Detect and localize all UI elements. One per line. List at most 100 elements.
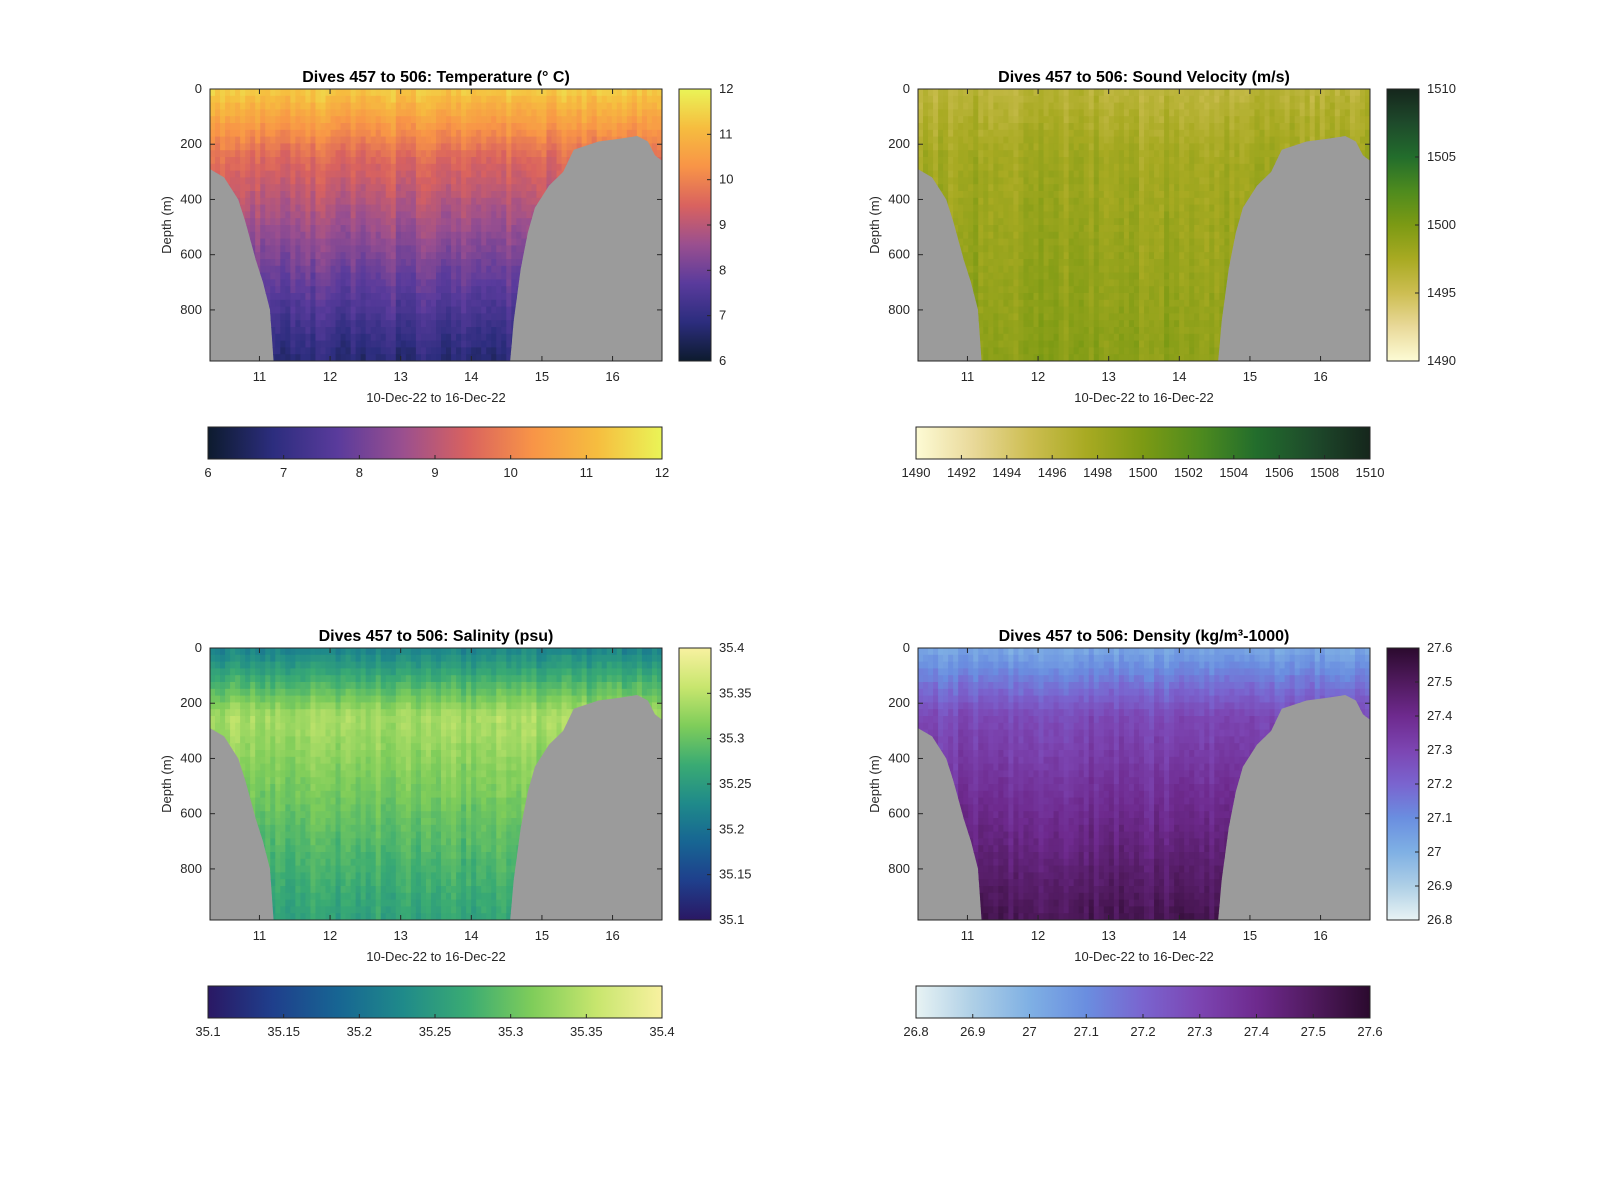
heatmap-cell	[491, 238, 497, 246]
heatmap-cell	[1033, 109, 1040, 117]
heatmap-cell	[1078, 313, 1085, 321]
heatmap-cell	[330, 231, 337, 240]
heatmap-cell	[963, 211, 969, 219]
heatmap-cell	[395, 191, 402, 199]
heatmap-cell	[405, 225, 412, 233]
heatmap-cell	[601, 89, 608, 97]
heatmap-cell	[1028, 177, 1035, 185]
heatmap-cell	[968, 252, 974, 260]
heatmap-cell	[330, 170, 337, 178]
heatmap-cell	[1013, 177, 1020, 185]
heatmap-cell	[245, 150, 251, 158]
heatmap-cell	[1073, 95, 1080, 104]
heatmap-cell	[360, 293, 367, 301]
heatmap-cell	[320, 116, 327, 124]
heatmap-cell	[963, 123, 969, 131]
heatmap-cell	[1068, 170, 1075, 178]
heatmap-cell	[1018, 259, 1025, 267]
heatmap-cell	[380, 252, 387, 260]
heatmap-cell	[521, 116, 527, 124]
heatmap-cell	[511, 265, 517, 274]
heatmap-cell	[938, 129, 944, 138]
heatmap-cell	[385, 177, 392, 185]
heatmap-cell	[355, 252, 362, 260]
heatmap-cell	[456, 320, 462, 328]
heatmap-cell	[275, 197, 281, 206]
heatmap-cell	[993, 306, 999, 314]
heatmap-cell	[1078, 340, 1085, 348]
heatmap-cell	[270, 293, 276, 301]
heatmap-cell	[285, 191, 291, 199]
heatmap-cell	[586, 102, 593, 110]
heatmap-cell	[1028, 265, 1035, 274]
heatmap-cell	[1028, 259, 1035, 267]
heatmap-cell	[923, 150, 929, 158]
heatmap-cell	[1073, 306, 1080, 314]
heatmap-cell	[1013, 252, 1020, 260]
heatmap-cell	[611, 102, 618, 110]
heatmap-cell	[973, 218, 979, 226]
heatmap-cell	[265, 191, 271, 199]
heatmap-cell	[305, 191, 312, 199]
heatmap-cell	[385, 225, 392, 233]
heatmap-cell	[230, 136, 236, 144]
heatmap-cell	[320, 170, 327, 178]
heatmap-cell	[365, 109, 372, 117]
heatmap-cell	[365, 116, 372, 124]
heatmap-cell	[295, 259, 301, 267]
heatmap-cell	[446, 89, 452, 97]
heatmap-cell	[400, 320, 407, 328]
heatmap-cell	[1038, 286, 1045, 294]
heatmap-cell	[1038, 95, 1045, 104]
heatmap-cell	[486, 89, 492, 97]
heatmap-cell	[626, 102, 633, 110]
heatmap-cell	[466, 252, 472, 260]
heatmap-cell	[420, 177, 427, 185]
heatmap-cell	[275, 123, 281, 131]
heatmap-cell	[471, 231, 477, 240]
heatmap-cell	[506, 218, 512, 226]
heatmap-cell	[1053, 327, 1060, 335]
heatmap-cell	[320, 157, 327, 165]
heatmap-cell	[456, 259, 462, 267]
heatmap-cell	[290, 299, 296, 308]
heatmap-cell	[315, 170, 322, 178]
heatmap-cell	[360, 231, 367, 240]
heatmap-cell	[988, 333, 994, 342]
heatmap-cell	[1043, 347, 1050, 355]
heatmap-cell	[656, 102, 662, 110]
heatmap-cell	[330, 306, 337, 314]
heatmap-cell	[210, 129, 216, 138]
heatmap-cell	[501, 150, 507, 158]
heatmap-cell	[461, 95, 467, 104]
heatmap-cell	[978, 95, 984, 104]
heatmap-cell	[973, 245, 979, 253]
heatmap-cell	[430, 129, 437, 138]
heatmap-cell	[375, 245, 382, 253]
heatmap-cell	[400, 177, 407, 185]
heatmap-cell	[601, 116, 608, 124]
heatmap-cell	[561, 123, 568, 131]
heatmap-cell	[531, 191, 538, 199]
heatmap-cell	[390, 177, 397, 185]
heatmap-cell	[290, 313, 296, 321]
heatmap-cell	[280, 306, 286, 314]
heatmap-cell	[446, 340, 452, 348]
heatmap-cell	[410, 231, 417, 240]
heatmap-cell	[325, 197, 332, 206]
heatmap-cell	[516, 157, 522, 165]
x-tick-label: 14	[464, 369, 478, 384]
heatmap-cell	[536, 123, 543, 131]
heatmap-cell	[1013, 95, 1020, 104]
heatmap-cell	[1023, 252, 1030, 260]
heatmap-cell	[285, 238, 291, 246]
heatmap-cell	[466, 347, 472, 355]
heatmap-cell	[446, 272, 452, 280]
heatmap-cell	[415, 299, 422, 308]
heatmap-cell	[948, 109, 954, 117]
heatmap-cell	[948, 157, 954, 165]
heatmap-cell	[380, 184, 387, 192]
heatmap-cell	[295, 204, 301, 212]
heatmap-cell	[968, 177, 974, 185]
heatmap-cell	[355, 327, 362, 335]
